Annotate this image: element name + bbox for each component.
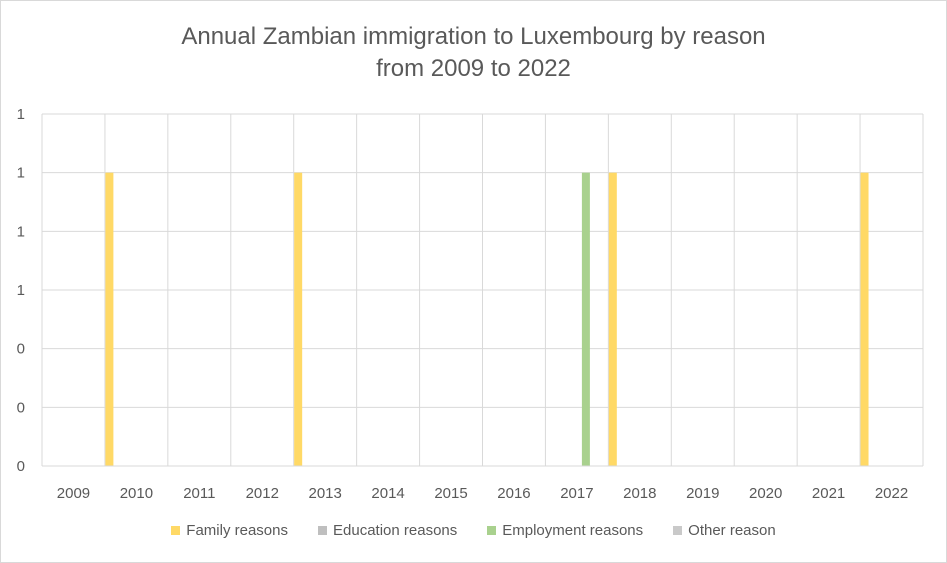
legend-label: Family reasons — [186, 522, 288, 539]
axis-layer: 0 0 0 1 1 1 1 2009 2010 2011 2012 2013 2014 2015 2016 2… — [17, 106, 923, 502]
legend-item: Family reasons — [171, 522, 288, 539]
x-tick-label: 2022 — [875, 485, 908, 502]
bar-family-reasons-2013 — [294, 172, 303, 466]
legend-swatch — [673, 526, 683, 535]
x-tick-label: 2015 — [434, 485, 467, 502]
bar-family-reasons-2022 — [860, 172, 869, 466]
y-tick-label: 0 — [17, 458, 25, 475]
x-tick-label: 2012 — [246, 485, 279, 502]
legend: Family reasons Education reasons Employmen… — [1, 522, 946, 539]
x-tick-label: 2016 — [497, 485, 530, 502]
y-tick-label: 1 — [17, 165, 25, 182]
y-tick-label: 1 — [17, 223, 25, 240]
legend-swatch — [318, 526, 327, 535]
legend-item: Employment reasons — [487, 522, 643, 539]
bar-layer — [105, 172, 869, 466]
x-tick-label: 2019 — [686, 485, 719, 502]
chart-title-line-2: from 2009 to 2022 — [376, 55, 571, 82]
x-tick-label: 2010 — [120, 485, 153, 502]
x-tick-label: 2018 — [623, 485, 656, 502]
chart-title-line-1: Annual Zambian immigration to Luxembourg… — [181, 23, 766, 50]
legend-swatch — [487, 526, 497, 535]
legend-swatch — [171, 526, 181, 535]
x-tick-label: 2011 — [183, 485, 215, 502]
legend-item: Other reason — [673, 522, 776, 539]
grid-layer — [41, 113, 924, 467]
y-tick-label: 1 — [17, 106, 25, 123]
y-tick-label: 0 — [17, 341, 25, 358]
chart-title: Annual Zambian immigration to Luxembourg… — [1, 21, 946, 85]
x-tick-label: 2020 — [749, 485, 782, 502]
y-tick-label: 1 — [17, 282, 25, 299]
bar-employment-reasons-2017 — [581, 172, 590, 466]
y-tick-label: 0 — [17, 399, 25, 416]
x-tick-label: 2014 — [371, 485, 404, 502]
x-tick-label: 2009 — [57, 485, 90, 502]
x-tick-label: 2017 — [560, 485, 593, 502]
x-tick-label: 2013 — [308, 485, 341, 502]
legend-label: Other reason — [688, 522, 776, 539]
legend-label: Education reasons — [333, 522, 458, 539]
bar-family-reasons-2018 — [608, 172, 617, 466]
legend-item: Education reasons — [318, 522, 457, 539]
legend-label: Employment reasons — [502, 522, 644, 539]
x-tick-label: 2021 — [812, 485, 845, 502]
bar-family-reasons-2010 — [105, 172, 114, 466]
